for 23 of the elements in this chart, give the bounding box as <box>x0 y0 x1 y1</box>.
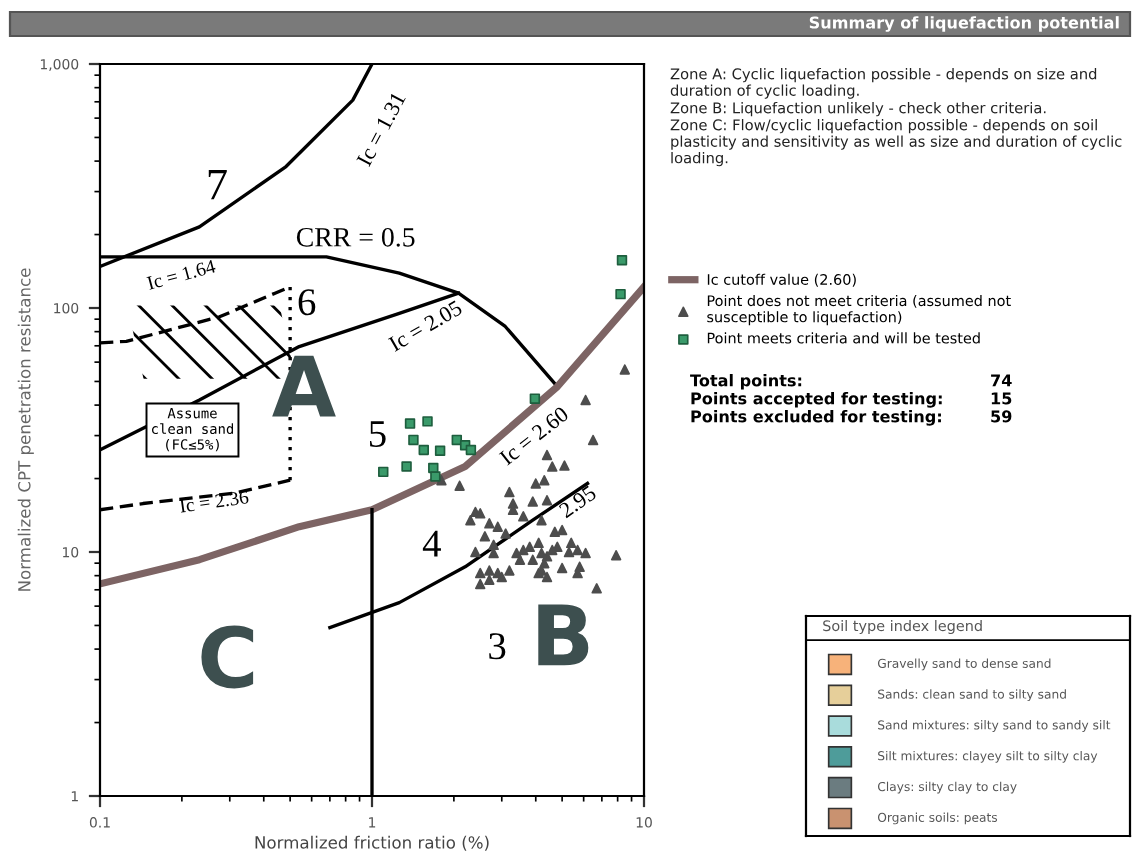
text: Points accepted for testing: <box>691 392 942 408</box>
annotation: 7 <box>208 170 227 200</box>
annotation: 4 <box>422 530 441 557</box>
text: Total points: <box>690 374 802 390</box>
text: 59 <box>991 410 1012 423</box>
annotation: 2.95 <box>558 484 598 519</box>
annotation: A <box>272 355 336 417</box>
annotation: C <box>201 625 254 689</box>
y-axis-title: Normalized CPT penetration resistance <box>17 268 34 591</box>
annotation: Ic = 2.05 <box>387 299 464 352</box>
annotation: 5 <box>369 421 386 448</box>
text: Points excluded for testing: <box>691 410 941 426</box>
annotation: CRR = 0.5 <box>296 227 415 247</box>
annotation: B <box>538 604 589 666</box>
annotation: Ic = 1.31 <box>356 91 406 168</box>
text: 15 <box>991 392 1012 405</box>
text: 74 <box>991 374 1012 387</box>
annotation: 3 <box>489 633 506 660</box>
annotation: Ic = 1.64 <box>146 259 217 290</box>
x-axis-title: Normalized friction ratio (%) <box>255 835 489 851</box>
annotation: Ic = 2.60 <box>498 405 570 466</box>
text: Summary of liquefaction potential <box>809 16 1119 32</box>
annotation: 6 <box>298 289 316 316</box>
